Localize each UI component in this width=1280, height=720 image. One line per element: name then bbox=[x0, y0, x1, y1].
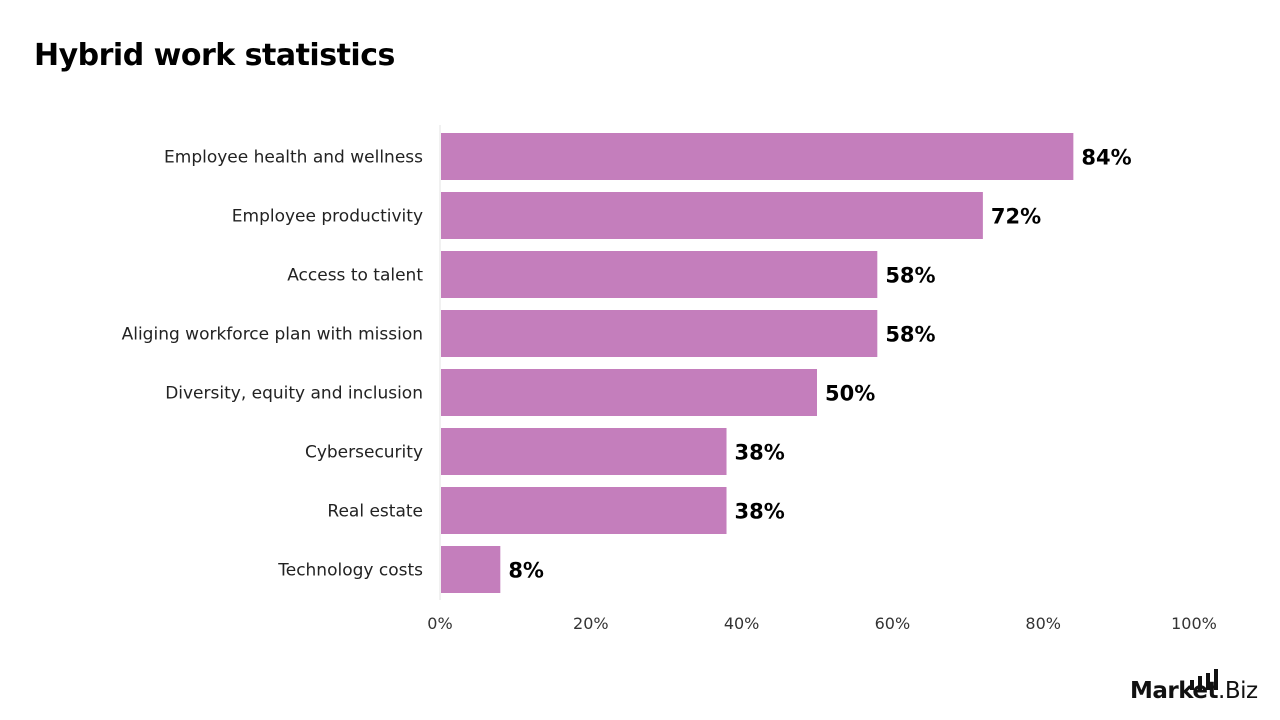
bar bbox=[441, 487, 727, 534]
bar bbox=[441, 310, 878, 357]
x-tick-label: 40% bbox=[724, 614, 760, 633]
bar bbox=[441, 251, 878, 298]
category-label: Employee health and wellness bbox=[164, 148, 423, 168]
logo-text-light: .Biz bbox=[1218, 678, 1258, 704]
category-label: Aliging workforce plan with mission bbox=[122, 325, 423, 345]
x-tick-label: 80% bbox=[1025, 614, 1061, 633]
data-label: 38% bbox=[735, 441, 785, 465]
data-label: 8% bbox=[508, 559, 544, 583]
data-label: 72% bbox=[991, 205, 1041, 229]
category-label: Diversity, equity and inclusion bbox=[165, 384, 423, 404]
x-tick-label: 60% bbox=[875, 614, 911, 633]
category-label: Employee productivity bbox=[232, 207, 423, 227]
category-label: Technology costs bbox=[277, 561, 423, 581]
data-label: 50% bbox=[825, 382, 875, 406]
chart-title: Hybrid work statistics bbox=[34, 38, 395, 73]
bar bbox=[441, 369, 817, 416]
data-label: 58% bbox=[885, 264, 935, 288]
data-label: 84% bbox=[1081, 146, 1131, 170]
bar bbox=[441, 192, 983, 239]
bar bbox=[441, 546, 501, 593]
x-tick-label: 0% bbox=[427, 614, 452, 633]
category-label: Cybersecurity bbox=[305, 443, 423, 463]
marketbiz-logo: Market.Biz bbox=[1130, 668, 1260, 708]
category-label: Access to talent bbox=[287, 266, 423, 286]
x-tick-label: 20% bbox=[573, 614, 609, 633]
data-label: 58% bbox=[885, 323, 935, 347]
category-label: Real estate bbox=[327, 502, 423, 522]
bar bbox=[441, 133, 1074, 180]
logo-bars-icon bbox=[1190, 669, 1218, 690]
data-label: 38% bbox=[735, 500, 785, 524]
logo-text-bold: Market bbox=[1130, 678, 1219, 704]
x-tick-label: 100% bbox=[1171, 614, 1217, 633]
bar bbox=[441, 428, 727, 475]
